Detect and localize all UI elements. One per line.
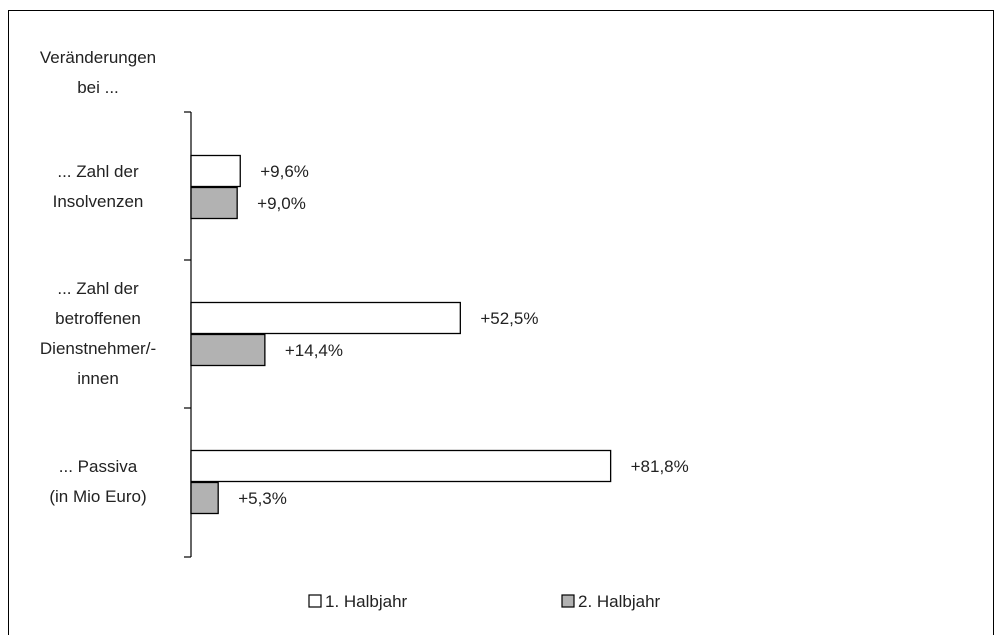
legend-swatch-1-halbjahr [308,594,322,608]
bar-1-halbjahr [190,449,612,483]
category-label: ... Zahl der [57,162,139,181]
value-label-2-halbjahr: +14,4% [285,341,343,360]
category-label: innen [77,369,119,388]
bar-2-halbjahr [190,333,266,367]
legend-label-1-halbjahr: 1. Halbjahr [325,592,408,611]
category-label: Insolvenzen [53,192,144,211]
legend-swatch-2-halbjahr [561,594,575,608]
chart-frame [8,10,994,635]
bars [190,154,612,515]
category-label: betroffenen [55,309,141,328]
category-label: ... Passiva [59,457,138,476]
value-label-2-halbjahr: +9,0% [257,194,306,213]
category-label: Dienstnehmer/- [40,339,156,358]
value-labels: +9,6% +9,0% +52,5% +14,4% +81,8% +5,3% [238,162,689,508]
category-header-line-2: bei ... [77,78,119,97]
value-label-1-halbjahr: +9,6% [260,162,309,181]
value-label-1-halbjahr: +81,8% [631,457,689,476]
legend-label-2-halbjahr: 2. Halbjahr [578,592,661,611]
legend: 1. Halbjahr 2. Halbjahr [308,592,661,611]
bar-1-halbjahr [190,301,461,335]
category-labels: ... Zahl der Insolvenzen ... Zahl der betro… [40,162,156,506]
category-header-line-1: Veränderungen [40,48,156,67]
value-label-2-halbjahr: +5,3% [238,489,287,508]
bar-2-halbjahr [190,186,238,220]
category-label: ... Zahl der [57,279,139,298]
category-axis [184,111,192,558]
category-label: (in Mio Euro) [49,487,146,506]
bar-2-halbjahr [190,481,219,515]
value-label-1-halbjahr: +52,5% [480,309,538,328]
bar-1-halbjahr [190,154,241,188]
